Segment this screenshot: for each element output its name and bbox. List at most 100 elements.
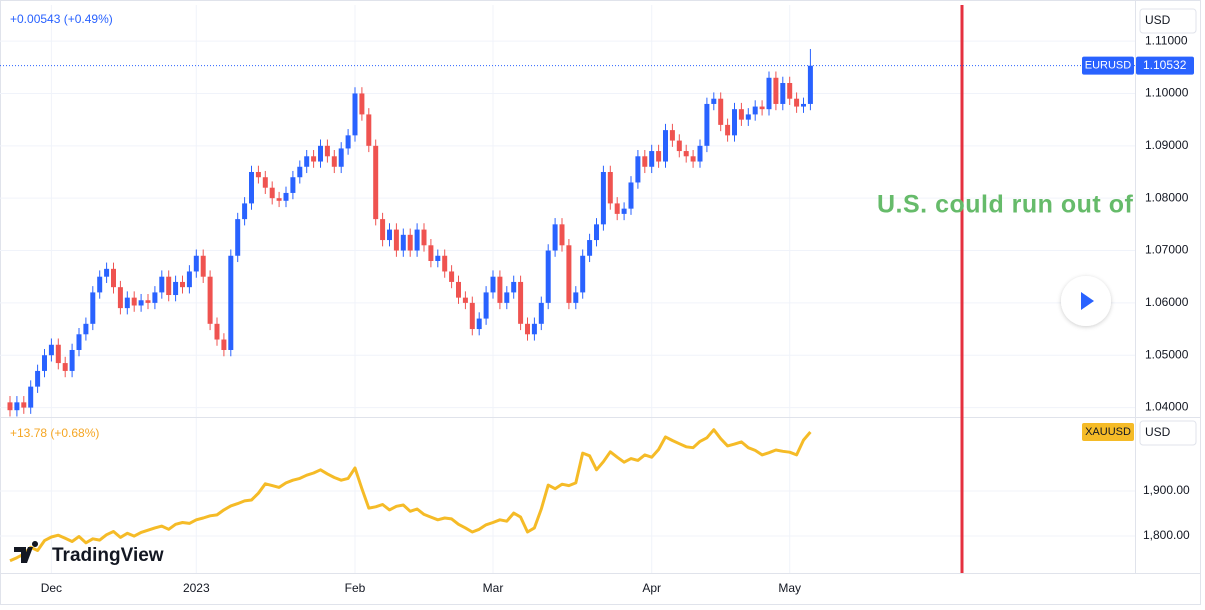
candle-body	[552, 224, 558, 251]
candle-body	[35, 370, 41, 387]
candle-body	[538, 302, 544, 324]
x-tick-label: 2023	[183, 581, 210, 595]
candle-body	[83, 323, 89, 335]
candle-body	[656, 151, 662, 162]
candle-body	[318, 145, 323, 162]
candle-body	[676, 140, 682, 152]
x-tick-label: Mar	[483, 581, 504, 595]
candle-body	[180, 281, 185, 288]
candle-body	[214, 323, 220, 340]
candle-body	[780, 83, 786, 104]
currency-label[interactable]: USD	[1145, 425, 1171, 439]
candle-body	[566, 245, 572, 303]
last-price-label: 1.10532	[1143, 58, 1187, 72]
price-axis-bottom: 1,800.00 1,900.00	[1143, 483, 1190, 542]
candle-body	[442, 255, 448, 272]
candle-body	[683, 151, 689, 157]
candle-body	[304, 156, 310, 167]
candle-body	[228, 255, 234, 350]
candle-body	[366, 114, 372, 146]
candle-body	[138, 300, 144, 306]
candle-body	[173, 281, 179, 296]
candle-body	[531, 323, 537, 335]
candle-body	[262, 177, 268, 188]
x-tick-label: May	[778, 581, 801, 595]
play-button[interactable]	[1061, 276, 1111, 326]
y-tick-label: 1.10000	[1145, 86, 1189, 100]
candle-body	[193, 255, 199, 272]
candle-body	[587, 240, 593, 256]
candle-body	[324, 145, 330, 157]
candle-body	[594, 224, 599, 241]
candle-body	[242, 203, 248, 220]
candle-body	[476, 318, 482, 330]
currency-label[interactable]: USD	[1145, 13, 1171, 27]
candle-body	[449, 271, 455, 282]
candle-body	[669, 130, 675, 141]
candle-body	[807, 65, 813, 104]
candle-body	[435, 255, 441, 261]
news-annotation: U.S. could run out of	[877, 191, 1133, 219]
candle-body	[697, 145, 703, 162]
y-tick-label: 1.05000	[1145, 347, 1189, 361]
last-price-box	[1136, 56, 1194, 75]
candle-body	[235, 219, 241, 256]
candle-body	[580, 255, 586, 293]
xauusd-change: +13.78 (+0.68%)	[10, 426, 99, 440]
candle-body	[525, 323, 530, 335]
candle-body	[104, 268, 110, 277]
candle-body	[649, 151, 655, 167]
y-tick-label: 1.09000	[1145, 138, 1189, 152]
annotation-wrap: U.S. could run out of	[877, 191, 1133, 219]
logo-icon	[14, 541, 39, 563]
candle-body	[76, 334, 82, 350]
candle-body	[145, 300, 151, 303]
x-tick-label: Feb	[345, 581, 366, 595]
candle-body	[456, 281, 461, 298]
candle-body	[207, 276, 213, 324]
candle-body	[111, 268, 116, 288]
candle-body	[21, 402, 27, 408]
symbol-label: EURUSD	[1085, 60, 1132, 72]
y-tick-label: 1.11000	[1145, 33, 1188, 47]
candle-body	[497, 276, 503, 303]
currency-box[interactable]	[1139, 8, 1197, 34]
candle-body	[732, 109, 737, 136]
candle-body	[331, 156, 337, 167]
candle-body	[166, 276, 172, 296]
candle-body	[359, 93, 365, 115]
candle-body	[787, 83, 793, 99]
candle-body	[490, 276, 496, 293]
candle-body	[511, 281, 517, 293]
candle-body	[283, 192, 289, 201]
symbol-label: XAUUSD	[1085, 426, 1131, 438]
x-tick-label: Apr	[642, 581, 661, 595]
candle-body	[48, 344, 54, 356]
candle-body	[352, 93, 358, 136]
candle-body	[117, 287, 123, 309]
candle-body	[504, 292, 510, 303]
candle-body	[55, 344, 61, 364]
symbol-box	[1082, 56, 1134, 75]
eurusd-change: +0.00543 (+0.49%)	[10, 12, 113, 26]
candle-body	[621, 208, 627, 214]
time-axis: Dec 2023 Feb Mar Apr May	[41, 581, 801, 595]
candle-body	[373, 145, 379, 220]
candle-body	[642, 156, 648, 167]
candle-body	[462, 297, 468, 303]
candle-body	[90, 292, 96, 324]
candle-body	[766, 77, 772, 110]
candle-body	[738, 109, 744, 120]
candle-body	[290, 177, 296, 193]
candle-body	[311, 156, 317, 162]
candle-body	[69, 349, 75, 371]
candle-body	[483, 292, 489, 319]
play-icon[interactable]	[1081, 292, 1094, 310]
currency-box[interactable]	[1139, 420, 1197, 446]
candle-body	[794, 98, 800, 107]
price-axis-top: 1.04000 1.05000 1.06000 1.07000 1.08000 1.090…	[1145, 33, 1189, 413]
y-tick-label: 1.08000	[1145, 190, 1189, 204]
candle-body	[559, 224, 565, 246]
candle-body	[773, 77, 779, 104]
